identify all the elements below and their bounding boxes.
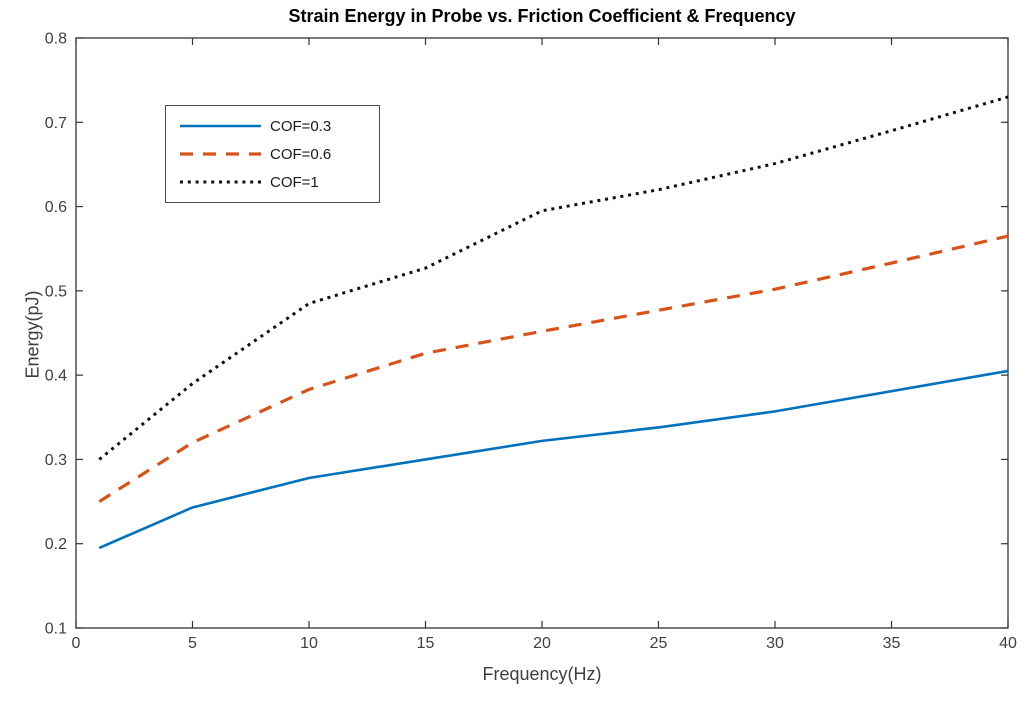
svg-text:0.2: 0.2 — [45, 536, 67, 553]
legend-label: COF=0.3 — [270, 117, 332, 135]
legend-line-sample-dashed — [180, 152, 261, 156]
svg-text:15: 15 — [417, 635, 435, 652]
legend-line-sample-dotted — [180, 180, 261, 184]
svg-text:0.1: 0.1 — [45, 621, 67, 638]
legend-entry-cof-1: COF=1 — [166, 168, 379, 196]
svg-text:0.3: 0.3 — [45, 452, 67, 469]
svg-text:0: 0 — [72, 635, 81, 652]
legend-entry-cof-03: COF=0.3 — [166, 112, 379, 140]
x-axis-label: Frequency(Hz) — [482, 664, 602, 684]
svg-text:30: 30 — [766, 635, 784, 652]
svg-text:5: 5 — [188, 635, 197, 652]
y-axis-label: Energy(pJ) — [22, 290, 43, 379]
svg-text:0.6: 0.6 — [45, 199, 67, 216]
svg-text:0.5: 0.5 — [45, 283, 67, 300]
legend: COF=0.3 COF=0.6 COF=1 — [165, 105, 380, 203]
svg-text:0.4: 0.4 — [45, 368, 67, 385]
legend-entry-cof-06: COF=0.6 — [166, 140, 379, 168]
svg-text:40: 40 — [999, 635, 1017, 652]
legend-label: COF=1 — [270, 173, 319, 191]
svg-text:10: 10 — [300, 635, 318, 652]
legend-label: COF=0.6 — [270, 145, 332, 163]
svg-text:0.8: 0.8 — [45, 31, 67, 48]
svg-text:35: 35 — [883, 635, 901, 652]
svg-text:20: 20 — [533, 635, 551, 652]
svg-text:25: 25 — [650, 635, 668, 652]
legend-line-sample-solid — [180, 124, 261, 128]
chart-title: Strain Energy in Probe vs. Friction Coef… — [288, 6, 796, 26]
svg-text:0.7: 0.7 — [45, 115, 67, 132]
